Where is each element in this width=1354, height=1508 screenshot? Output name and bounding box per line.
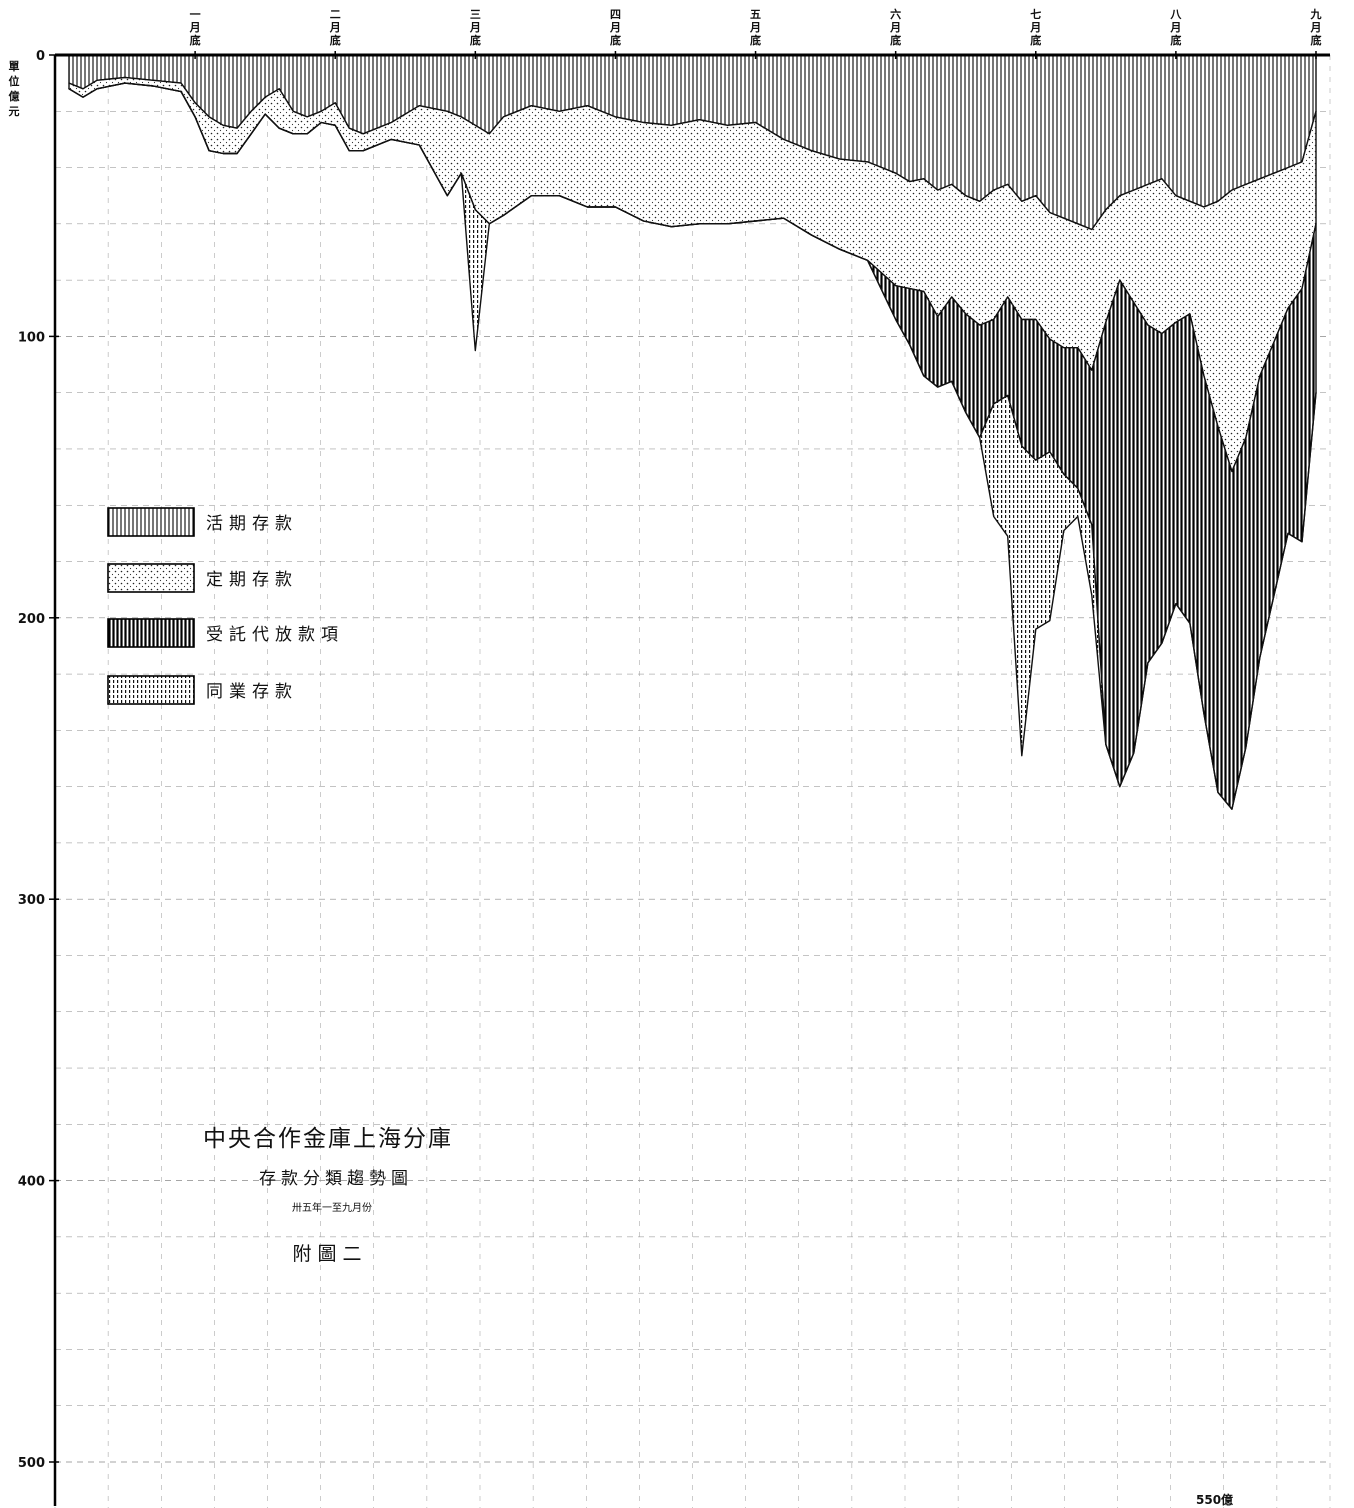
chart-title: 中央合作金庫上海分庫 bbox=[203, 1126, 453, 1152]
month-label: 九月底 bbox=[1309, 7, 1321, 47]
month-label: 五月底 bbox=[749, 8, 761, 47]
y-tick-label: 200 bbox=[18, 612, 45, 627]
month-label: 七月底 bbox=[1029, 7, 1041, 47]
month-label: 三月底 bbox=[469, 8, 481, 47]
month-label: 一月底 bbox=[189, 8, 201, 47]
legend-label: 同業存款 bbox=[206, 682, 298, 702]
month-label: 八月底 bbox=[1169, 8, 1182, 47]
legend-swatch bbox=[107, 618, 195, 648]
month-label: 二月底 bbox=[329, 8, 341, 47]
figure-label: 附圖二 bbox=[292, 1243, 367, 1265]
chart-date-range: 卅五年一至九月份 bbox=[292, 1201, 372, 1214]
month-label: 四月底 bbox=[609, 8, 621, 47]
y-tick-label: 300 bbox=[18, 893, 45, 908]
y-tick-label: 100 bbox=[18, 330, 45, 345]
chart-subtitle: 存款分類趨勢圖 bbox=[259, 1169, 413, 1189]
legend-swatch bbox=[107, 675, 195, 705]
legend-swatch bbox=[107, 507, 195, 537]
offscale-annotation: 550億 bbox=[1196, 1492, 1233, 1507]
y-tick-label: 400 bbox=[18, 1175, 45, 1190]
month-label: 六月底 bbox=[889, 7, 901, 47]
legend-label: 受託代放款項 bbox=[206, 625, 344, 645]
y-tick-label: 500 bbox=[18, 1456, 45, 1471]
legend-swatch bbox=[107, 563, 195, 593]
legend-label: 定期存款 bbox=[206, 570, 298, 590]
series-area-4 bbox=[68, 82, 1317, 810]
y-unit-label: 單位億元 bbox=[9, 60, 20, 118]
axes: 0 100 200 300 400 500 一月底 二月底 三月底 四月底 五月底 六月底 七月底 八月底… bbox=[18, 7, 1330, 1506]
y-tick-label: 0 bbox=[36, 49, 45, 64]
legend-label: 活期存款 bbox=[206, 514, 298, 534]
